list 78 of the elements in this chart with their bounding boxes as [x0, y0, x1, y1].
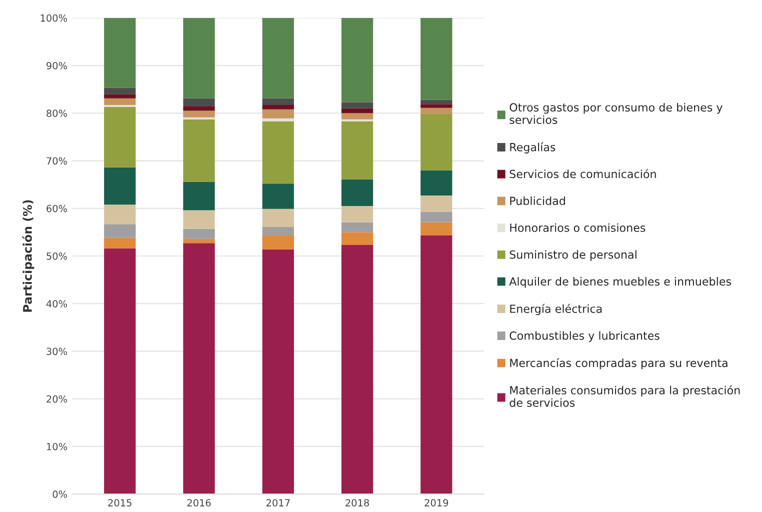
bar	[420, 18, 452, 100]
y-tick-label: 0%	[52, 490, 67, 498]
bar	[262, 105, 294, 110]
bar	[104, 88, 136, 94]
legend-label: Otros gastos por consumo de bienes y servicios	[510, 102, 722, 124]
bar	[183, 238, 215, 244]
legend-label: Energía eléctrica	[510, 304, 602, 316]
legend-label: Publicidad	[510, 196, 565, 206]
bar	[420, 100, 452, 104]
bar	[183, 98, 215, 106]
bar	[262, 98, 294, 106]
x-tick-label: 2019	[424, 499, 448, 506]
bar	[104, 248, 136, 494]
bar	[420, 170, 452, 196]
bar	[183, 106, 215, 111]
bar	[341, 121, 374, 180]
y-tick-label: 80%	[46, 110, 67, 117]
bar	[341, 108, 374, 114]
x-tick-label: 2015	[108, 499, 132, 506]
bar	[262, 226, 294, 236]
bar	[262, 18, 294, 98]
bar	[183, 228, 215, 239]
y-tick-label: 60%	[46, 204, 67, 212]
bar	[262, 236, 294, 250]
bar	[262, 208, 294, 227]
bar	[183, 182, 215, 210]
y-tick-label: 40%	[46, 300, 67, 308]
y-tick-label: 20%	[46, 395, 67, 403]
bar	[341, 245, 374, 494]
bar	[420, 222, 452, 236]
legend-label: Suministro de personal	[510, 250, 636, 261]
bar	[262, 249, 294, 494]
bar	[104, 98, 136, 106]
bar	[420, 114, 452, 170]
y-tick-label: 50%	[46, 252, 67, 260]
legend-label: Regalías	[510, 142, 556, 154]
legend-label: Alquiler de bienes muebles e inmuebles	[509, 277, 732, 288]
x-tick-label: 2017	[266, 499, 290, 506]
y-axis-title: Participación (%)	[22, 200, 34, 312]
legend-label: Materiales consumidos para la prestación de servicios	[510, 385, 740, 407]
y-tick-label: 10%	[46, 442, 67, 450]
x-tick-label: 2018	[346, 499, 369, 506]
legend-label: Honorarios o comisiones	[510, 223, 646, 232]
legend-label: Mercancías compradas para su reventa	[510, 358, 728, 370]
bar	[420, 196, 452, 212]
bar	[341, 18, 374, 102]
bar	[104, 94, 136, 98]
bar	[262, 121, 294, 184]
bar	[104, 238, 136, 248]
y-tick-label: 30%	[46, 348, 67, 356]
bar	[104, 167, 136, 205]
bar	[262, 109, 294, 118]
bar	[341, 179, 374, 206]
x-tick-label: 2016	[187, 499, 211, 506]
bar	[104, 18, 136, 88]
bar	[183, 18, 215, 98]
bar	[420, 108, 452, 114]
y-tick-label: 100%	[40, 14, 67, 22]
bar	[104, 224, 136, 238]
bar	[262, 184, 294, 209]
bar	[341, 222, 374, 232]
bar	[183, 119, 215, 182]
bar	[104, 204, 136, 224]
legend-label: Combustibles y lubricantes	[510, 331, 660, 342]
y-tick-label: 90%	[46, 62, 67, 70]
bar	[183, 210, 215, 229]
bar	[104, 106, 136, 168]
bar	[420, 236, 452, 494]
y-tick-label: 70%	[46, 157, 67, 165]
bar	[341, 102, 374, 108]
bar	[420, 212, 452, 222]
bar	[341, 113, 374, 120]
bar	[420, 104, 452, 108]
bar	[341, 206, 374, 222]
bar	[183, 110, 215, 118]
bar	[341, 232, 374, 246]
legend-label: Servicios de comunicación	[510, 169, 656, 178]
bar	[183, 243, 215, 494]
